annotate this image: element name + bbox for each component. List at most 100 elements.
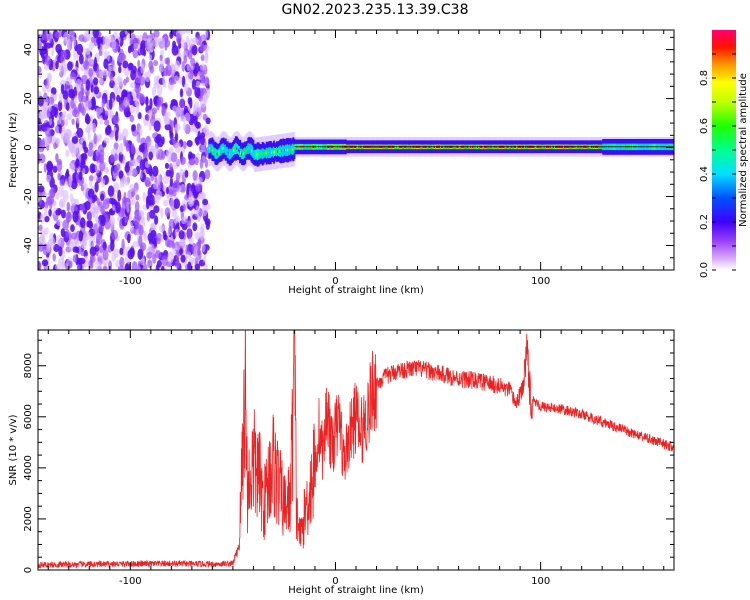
noise-blob bbox=[174, 123, 181, 131]
noise-blob bbox=[83, 181, 88, 191]
signal-core bbox=[242, 152, 245, 156]
noise-blob bbox=[127, 93, 131, 104]
snr-marks bbox=[38, 330, 674, 569]
noise-blob bbox=[123, 96, 129, 108]
signal-core bbox=[214, 151, 217, 155]
noise-blob bbox=[95, 238, 100, 249]
noise-blob bbox=[191, 44, 198, 56]
noise-blob bbox=[181, 216, 186, 225]
noise-blob bbox=[190, 57, 196, 67]
noise-blob bbox=[164, 207, 171, 217]
colorbar-tick-label: 0.0 bbox=[699, 262, 710, 278]
noise-blob bbox=[166, 57, 171, 66]
noise-blob bbox=[56, 137, 61, 145]
colorbar-ticks: 0.0 0.2 0.4 0.6 0.8 bbox=[699, 53, 736, 278]
noise-blob bbox=[139, 172, 143, 179]
noise-blob bbox=[65, 149, 70, 158]
noise-blob bbox=[100, 193, 105, 201]
noise-blob bbox=[199, 158, 204, 170]
noise-blob bbox=[148, 54, 153, 61]
noise-blob bbox=[180, 115, 186, 122]
noise-blob bbox=[73, 49, 77, 61]
noise-blob bbox=[183, 121, 187, 132]
noise-blob bbox=[125, 142, 130, 152]
noise-blob bbox=[111, 229, 118, 240]
signal-core bbox=[286, 148, 289, 152]
noise-blob bbox=[176, 158, 181, 166]
y-tick-label: 2000 bbox=[23, 506, 34, 531]
noise-blob bbox=[131, 124, 136, 132]
noise-blob bbox=[185, 71, 189, 80]
noise-blob bbox=[175, 249, 180, 261]
noise-blob bbox=[121, 53, 126, 61]
noise-blob bbox=[137, 248, 144, 260]
noise-blob bbox=[175, 172, 180, 183]
noise-blob bbox=[65, 211, 72, 223]
y-tick-label: 20 bbox=[23, 92, 34, 105]
noise-blob bbox=[117, 216, 120, 223]
noise-blob bbox=[161, 105, 166, 117]
noise-blob bbox=[122, 128, 129, 139]
noise-blob bbox=[46, 160, 53, 173]
noise-blob bbox=[47, 195, 54, 206]
noise-blob bbox=[138, 93, 146, 104]
noise-blob bbox=[55, 43, 62, 54]
noise-blob bbox=[123, 67, 130, 77]
noise-blob bbox=[93, 86, 100, 95]
noise-blob bbox=[78, 103, 82, 113]
noise-blob bbox=[59, 179, 65, 187]
colorbar-tick-label: 0.6 bbox=[699, 118, 710, 134]
noise-blob bbox=[178, 248, 184, 255]
noise-blob bbox=[131, 261, 138, 270]
noise-blob bbox=[147, 141, 152, 153]
noise-blob bbox=[58, 185, 64, 198]
noise-blob bbox=[188, 159, 196, 166]
noise-blob bbox=[195, 205, 200, 214]
noise-blob bbox=[156, 237, 161, 245]
noise-blob bbox=[118, 151, 124, 163]
noise-blob bbox=[155, 250, 162, 259]
noise-blob bbox=[109, 111, 115, 119]
noise-blob bbox=[184, 170, 189, 178]
noise-blob bbox=[89, 180, 93, 188]
noise-blob bbox=[99, 114, 103, 125]
noise-blob bbox=[94, 260, 101, 270]
noise-blob bbox=[172, 180, 180, 192]
noise-blob bbox=[173, 217, 179, 224]
noise-blob bbox=[84, 201, 91, 211]
noise-blob bbox=[205, 220, 210, 230]
noise-blob bbox=[175, 106, 179, 119]
noise-blob bbox=[44, 30, 51, 41]
noise-blob bbox=[168, 218, 175, 229]
noise-blob bbox=[125, 76, 130, 83]
noise-blob bbox=[134, 201, 140, 213]
noise-blob bbox=[113, 166, 119, 177]
colorbar-tick-label: 0.8 bbox=[699, 70, 710, 86]
noise-blob bbox=[169, 177, 173, 188]
noise-blob bbox=[86, 220, 90, 228]
noise-blob bbox=[117, 189, 122, 202]
noise-blob bbox=[66, 113, 73, 121]
noise-blob bbox=[157, 97, 162, 108]
noise-blob bbox=[121, 207, 126, 219]
noise-blob bbox=[187, 49, 193, 60]
noise-blob bbox=[113, 83, 118, 95]
noise-blob bbox=[204, 158, 209, 168]
noise-blob bbox=[69, 72, 77, 80]
noise-blob bbox=[48, 208, 52, 217]
noise-blob bbox=[192, 257, 196, 264]
noise-blob bbox=[150, 230, 157, 238]
noise-blob bbox=[71, 232, 78, 240]
noise-blob bbox=[75, 246, 80, 254]
noise-blob bbox=[90, 84, 94, 93]
noise-blob bbox=[186, 140, 193, 147]
noise-blob bbox=[65, 76, 73, 86]
noise-blob bbox=[148, 168, 153, 177]
x-tick-label: -100 bbox=[119, 276, 142, 287]
y-tick-label: 6000 bbox=[23, 404, 34, 429]
noise-blob bbox=[174, 228, 180, 238]
noise-blob bbox=[118, 65, 122, 74]
noise-blob bbox=[71, 118, 75, 125]
noise-blob bbox=[181, 39, 187, 50]
noise-blob bbox=[80, 83, 84, 94]
